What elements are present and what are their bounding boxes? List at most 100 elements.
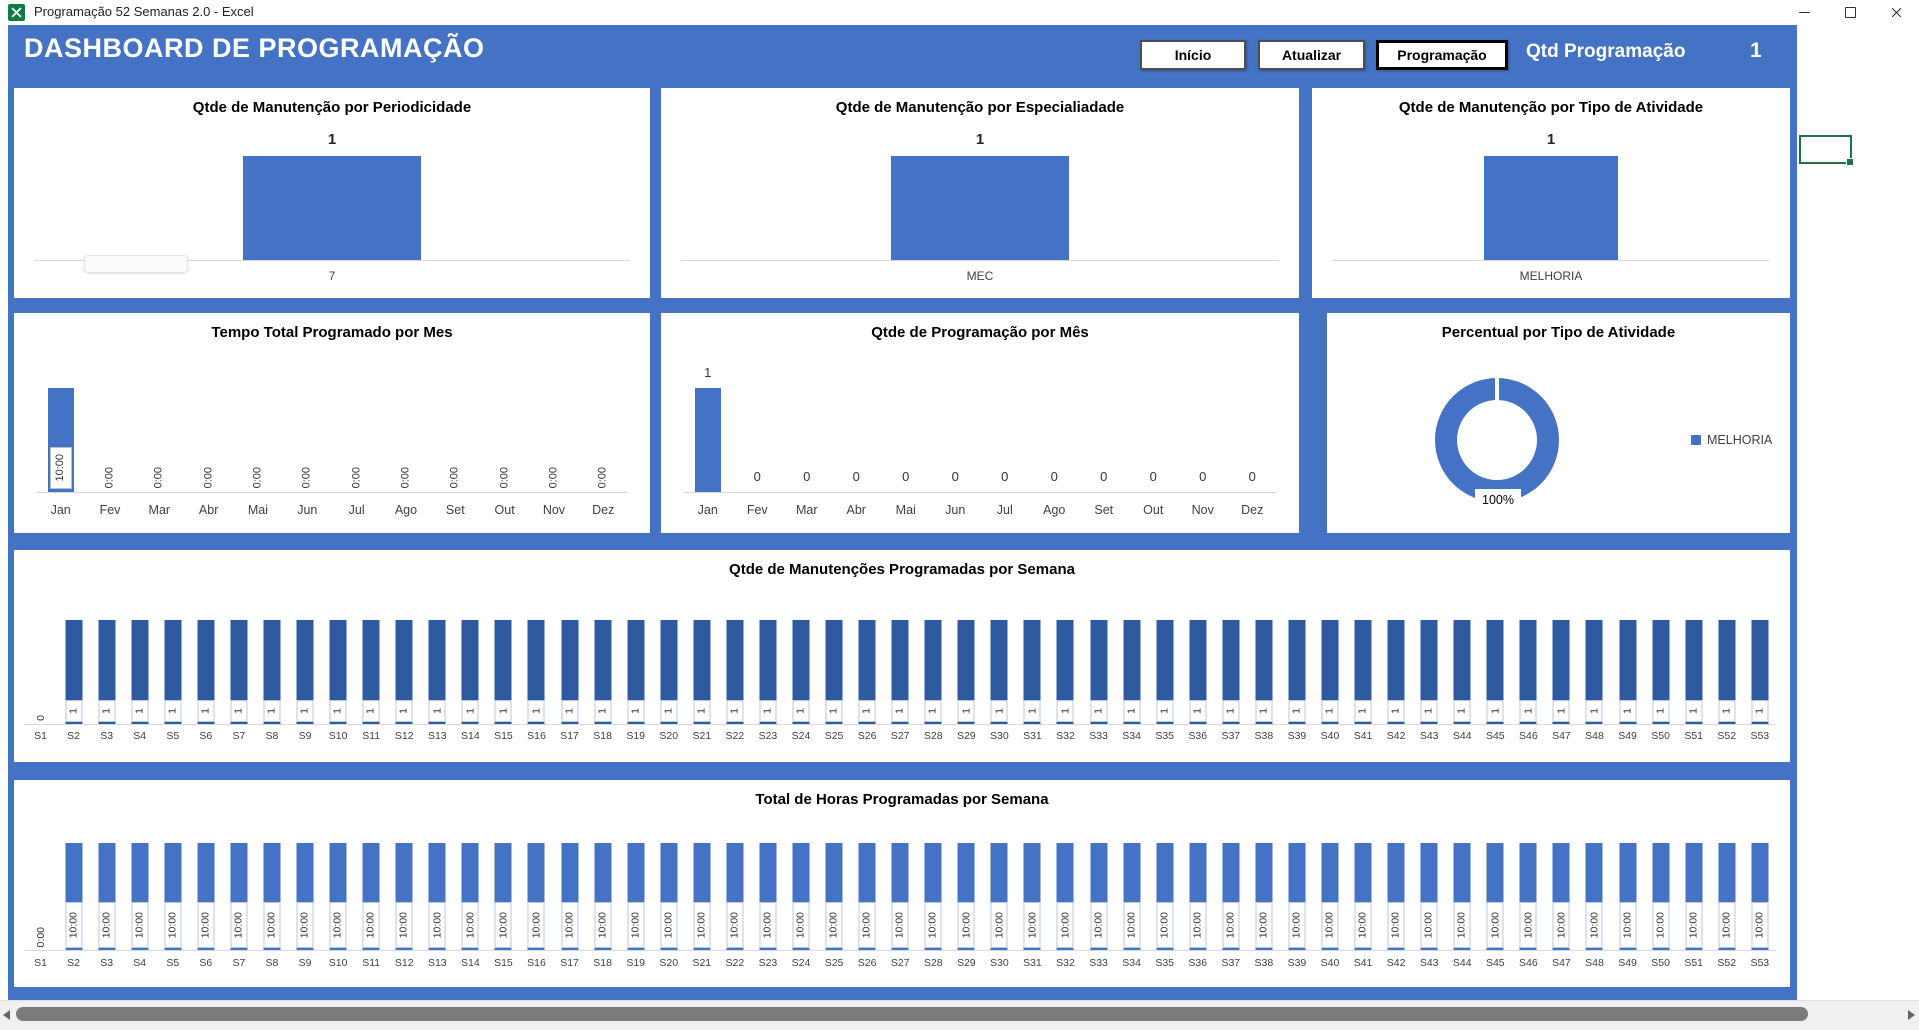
restore-button[interactable] [1827,0,1873,25]
bar-value-label: 1 [1189,700,1207,722]
week-label: S41 [1353,730,1373,742]
bar-value-label: 0:00 [152,466,165,488]
chart-percentual-donut[interactable]: Percentual por Tipo de Atividade 100% ME… [1327,313,1790,533]
month-label: Nov [542,503,566,517]
bar [891,620,909,724]
week-slot: 10:00 [520,780,553,950]
chart-periodicidade[interactable]: Qtde de Manutenção por Periodicidade 1 7 [14,88,650,298]
month-slot: 0 [1079,313,1129,492]
bar [263,620,281,724]
month-label: Jul [348,503,365,517]
bar [1321,620,1339,724]
week-slot: 1 [718,550,751,724]
bar-value-label: 1 [1718,700,1736,722]
selected-cell[interactable] [1799,135,1854,166]
month-slot: 0:00 [283,313,332,492]
month-slot: 0 [980,313,1030,492]
week-label: S13 [427,957,447,969]
month-label: Mar [795,503,818,517]
month-slot: 0:00 [233,313,282,492]
week-slot: 1 [553,550,586,724]
data-label: 1 [327,131,337,148]
scroll-left-icon[interactable] [3,1010,10,1020]
week-slot: 1 [884,550,917,724]
bar-value-label: 10:00 [1453,902,1471,948]
week-label: S9 [298,730,312,742]
bar [660,620,678,724]
month-label: Jul [996,503,1013,517]
week-label: S2 [67,730,81,742]
x-axis [24,724,1776,725]
week-slot: 10:00 [1611,780,1644,950]
bar-value-label: 0:00 [350,466,363,488]
week-slot: 1 [1016,550,1049,724]
programacao-button[interactable]: Programação [1376,40,1508,70]
month-slot: 0:00 [431,313,480,492]
chart-qtde-por-semana[interactable]: Qtde de Manutenções Programadas por Sema… [14,550,1790,762]
bar [1718,620,1736,724]
minimize-button[interactable] [1781,0,1827,25]
week-label: S35 [1155,730,1174,742]
week-label: S53 [1750,730,1770,742]
month-label: Abr [198,503,219,517]
week-slot: 1 [1280,550,1313,724]
chart-tipo-atividade[interactable]: Qtde de Manutenção por Tipo de Atividade… [1312,88,1790,298]
fill-handle[interactable] [1846,158,1854,166]
week-slot: 10:00 [1148,780,1181,950]
bar-value-label: 10:00 [1255,902,1273,948]
chart-horas-por-semana[interactable]: Total de Horas Programadas por Semana 0:… [14,780,1790,987]
week-label: S52 [1717,957,1737,969]
bar-value-label: 10:00 [1718,902,1736,948]
close-button[interactable] [1873,0,1919,25]
bar-value-label: 0 [902,469,910,484]
week-slot: 10:00 [586,780,619,950]
week-label: S27 [890,957,910,969]
month-label: Abr [846,503,866,517]
bar-value-label: 0:00 [448,466,461,488]
donut-percentage-label: 100% [1475,489,1521,510]
atualizar-button[interactable]: Atualizar [1258,40,1365,70]
week-slot: 10:00 [1644,780,1677,950]
week-slot: 1 [1446,550,1479,724]
month-label: Jun [297,503,318,517]
week-slot: 1 [1413,550,1446,724]
chart-title: Qtde de Manutenções Programadas por Sema… [729,561,1075,578]
week-slot: 1 [421,550,454,724]
plot-area: 1 0 0 0 0 0 0 0 0 0 0 0 [683,313,1277,492]
data-label: 1 [1546,131,1556,148]
week-label: S30 [990,730,1009,742]
week-slot: 10:00 [851,780,884,950]
horizontal-scrollbar[interactable] [0,1000,1919,1030]
bar-value-label: 10:00 [1420,902,1438,948]
week-label: S26 [857,957,877,969]
chart-tempo-por-mes[interactable]: Tempo Total Programado por Mes 10:00 0:00… [14,313,650,533]
chart-qtde-por-mes[interactable]: Qtde de Programação por Mês 1 0 0 0 0 0 0 0 0 0 0 0… [661,313,1299,533]
scroll-right-icon[interactable] [1908,1010,1915,1020]
bar-value-label: 1 [1652,700,1670,722]
page-title: DASHBOARD DE PROGRAMAÇÃO [24,33,485,63]
bar-value-label: 1 [1387,700,1405,722]
bar-value-label: 1 [65,700,83,722]
week-slot: 10:00 [983,780,1016,950]
week-label: S44 [1452,957,1472,969]
minimize-icon [1798,12,1810,13]
bar-value-label: 10:00 [1619,902,1637,948]
week-slot: 10:00 [90,780,123,950]
week-label: S22 [725,730,745,742]
chart-especialidade[interactable]: Qtde de Manutenção por Especialiadade 1 … [661,88,1299,298]
week-slot: 10:00 [1115,780,1148,950]
week-label: S46 [1519,730,1538,742]
plot-area: 10:00 0:00 0:00 0:00 0:00 0:00 0:00 0:00 0:00 0:0… [36,313,628,492]
bar-value-label: 1 [329,700,347,722]
bar-value-label: 1 [561,700,579,722]
week-slot: 10:00 [1545,780,1578,950]
donut-ring [1435,378,1559,502]
inicio-button[interactable]: Início [1140,40,1246,70]
week-slot: 10:00 [1413,780,1446,950]
bar-value-label: 10:00 [1090,902,1108,948]
plot-area: 0:00 10:00 10:00 10:00 10:00 10:00 10:00 10:00 1… [24,780,1776,950]
scrollbar-thumb[interactable] [16,1007,1808,1021]
bar-value-label: 1 [362,700,380,722]
bar-value-label: 1 [461,700,479,722]
x-axis [24,950,1776,951]
